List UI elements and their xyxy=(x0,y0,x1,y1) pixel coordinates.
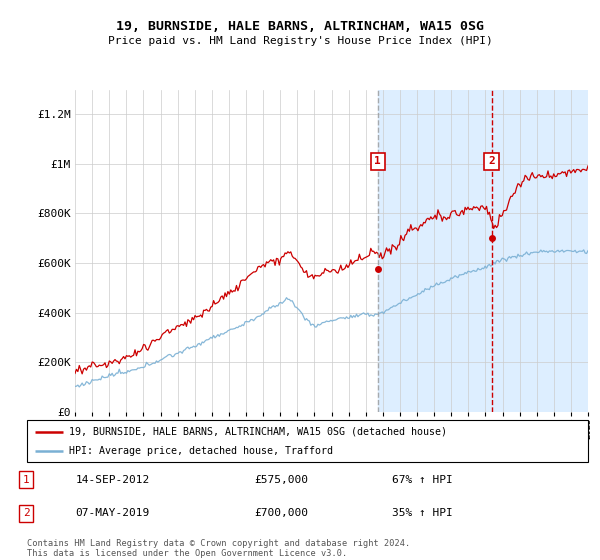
Text: 19, BURNSIDE, HALE BARNS, ALTRINCHAM, WA15 0SG (detached house): 19, BURNSIDE, HALE BARNS, ALTRINCHAM, WA… xyxy=(69,427,447,437)
Text: Contains HM Land Registry data © Crown copyright and database right 2024.
This d: Contains HM Land Registry data © Crown c… xyxy=(27,539,410,558)
Bar xyxy=(378,90,588,412)
Text: 14-SEP-2012: 14-SEP-2012 xyxy=(76,475,149,484)
Text: Price paid vs. HM Land Registry's House Price Index (HPI): Price paid vs. HM Land Registry's House … xyxy=(107,36,493,46)
Text: 1: 1 xyxy=(374,156,381,166)
Text: 1: 1 xyxy=(23,475,30,484)
Text: 35% ↑ HPI: 35% ↑ HPI xyxy=(392,508,453,518)
Text: 07-MAY-2019: 07-MAY-2019 xyxy=(76,508,149,518)
FancyBboxPatch shape xyxy=(27,420,588,462)
Text: £700,000: £700,000 xyxy=(254,508,308,518)
Text: 67% ↑ HPI: 67% ↑ HPI xyxy=(392,475,453,484)
Text: 19, BURNSIDE, HALE BARNS, ALTRINCHAM, WA15 0SG: 19, BURNSIDE, HALE BARNS, ALTRINCHAM, WA… xyxy=(116,20,484,32)
Text: £575,000: £575,000 xyxy=(254,475,308,484)
Text: HPI: Average price, detached house, Trafford: HPI: Average price, detached house, Traf… xyxy=(69,446,333,456)
Text: 2: 2 xyxy=(23,508,30,518)
Text: 2: 2 xyxy=(488,156,495,166)
